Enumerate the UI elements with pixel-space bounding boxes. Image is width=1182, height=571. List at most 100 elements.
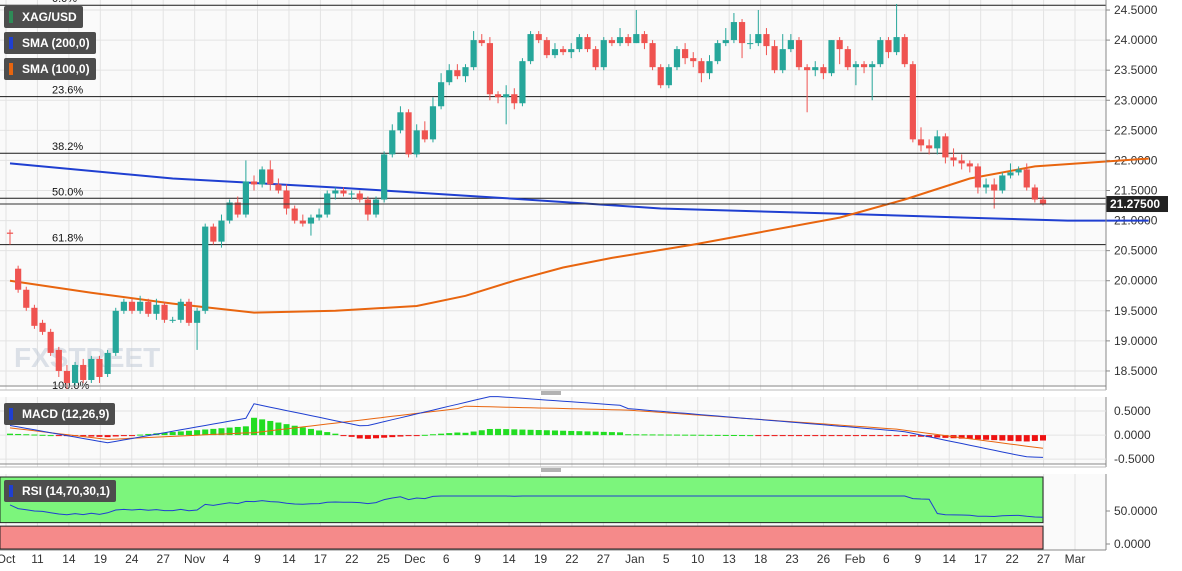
candle-body (616, 37, 624, 44)
candle-body (755, 34, 762, 44)
candle-body (39, 322, 46, 332)
macd-histogram-bar (478, 430, 485, 436)
macd-histogram-bar (787, 435, 794, 437)
macd-histogram-bar (592, 431, 599, 436)
panel-separator (0, 467, 1182, 474)
candle-body (991, 184, 998, 191)
candle-body (999, 175, 1006, 191)
macd-histogram-bar (259, 419, 266, 436)
macd-histogram-bar (340, 435, 347, 437)
candle-body (112, 310, 119, 353)
x-tick-label: 22 (1005, 552, 1019, 566)
candle-body (421, 130, 428, 140)
x-tick-label: 25 (377, 552, 391, 566)
legend-sma200[interactable]: SMA (200,0) (4, 32, 96, 54)
candle-body (950, 157, 957, 161)
macd-histogram-bar (1023, 435, 1030, 442)
y-tick-label: 24.0000 (1114, 33, 1158, 47)
x-tick-label: Nov (184, 552, 205, 566)
candle-body (1007, 172, 1014, 176)
last-price-badge (1106, 196, 1168, 213)
candle-body (535, 34, 542, 41)
macd-histogram-bar (755, 435, 762, 437)
x-tick-label: 10 (691, 552, 705, 566)
rsi-tick-label: 0.0000 (1114, 537, 1151, 551)
macd-swatch (9, 408, 13, 420)
candle-body (917, 139, 925, 146)
x-tick-label: Dec (404, 552, 425, 566)
macd-histogram-bar (397, 435, 404, 437)
candle-body (1039, 199, 1047, 205)
macd-panel-label[interactable]: MACD (12,26,9) (4, 403, 116, 425)
macd-histogram-bar (714, 434, 721, 436)
macd-histogram-bar (617, 432, 624, 436)
candle-body (519, 61, 526, 104)
candle-body (120, 301, 127, 311)
macd-histogram-bar (820, 435, 827, 437)
macd-histogram-bar (633, 434, 640, 436)
candle-body (250, 181, 258, 185)
candle-body (397, 112, 404, 131)
macd-histogram-bar (844, 435, 851, 437)
macd-histogram-bar (169, 432, 176, 436)
candle-body (909, 64, 916, 140)
panel-separator (0, 390, 1182, 397)
candle-body (389, 130, 396, 155)
macd-histogram-bar (560, 430, 567, 436)
macd-histogram-bar (413, 435, 420, 437)
macd-histogram-bar (543, 430, 550, 436)
macd-histogram-bar (194, 430, 201, 436)
macd-histogram-bar (600, 431, 607, 436)
candle-body (218, 220, 225, 242)
candle-body (88, 358, 95, 380)
macd-histogram-bar (722, 434, 729, 436)
macd-tick-label: 0.0000 (1114, 428, 1151, 442)
x-tick-label: 27 (1037, 552, 1051, 566)
rsi-panel-label[interactable]: RSI (14,70,30,1) (4, 480, 117, 502)
rsi-label-text: RSI (14,70,30,1) (22, 484, 111, 498)
candle-body (15, 268, 22, 290)
macd-histogram-bar (7, 433, 13, 436)
x-tick-label: 9 (254, 552, 261, 566)
macd-histogram-bar (283, 424, 290, 436)
candle-body (429, 106, 437, 140)
macd-histogram-bar (917, 435, 924, 437)
candle-body (690, 58, 697, 62)
candle-body (551, 49, 559, 56)
sma100-line (9, 157, 1149, 314)
macd-histogram-bar (852, 435, 859, 437)
x-tick-label: 17 (974, 552, 988, 566)
macd-label-text: MACD (12,26,9) (22, 407, 110, 421)
macd-histogram-bar (519, 429, 526, 436)
candle-body (804, 67, 811, 71)
candle-body (185, 301, 193, 323)
y-tick-label: 18.5000 (1114, 364, 1158, 378)
x-tick-label: 24 (125, 552, 139, 566)
macd-histogram-bar (324, 432, 331, 436)
macd-histogram-bar (31, 434, 38, 436)
candle-body (405, 112, 412, 155)
candle-body (543, 40, 550, 56)
candle-body (568, 49, 575, 53)
macd-histogram-bar (161, 432, 168, 436)
x-tick-label: 6 (883, 552, 890, 566)
macd-histogram-bar (495, 428, 502, 436)
macd-histogram-bar (926, 435, 933, 438)
macd-histogram-bar (527, 429, 534, 436)
macd-histogram-bar (511, 429, 518, 436)
macd-histogram-bar (185, 430, 192, 436)
macd-histogram-bar (88, 435, 95, 437)
x-tick-label: 17 (314, 552, 328, 566)
macd-histogram-bar (584, 431, 591, 436)
macd-histogram-bar (739, 435, 746, 437)
macd-histogram-bar (999, 435, 1006, 441)
legend-symbol[interactable]: XAG/USD (4, 6, 83, 28)
macd-histogram-bar (869, 435, 876, 437)
candle-body (275, 184, 282, 191)
legend-sma100[interactable]: SMA (100,0) (4, 58, 96, 80)
y-tick-label: 20.0000 (1114, 274, 1158, 288)
y-tick-label: 23.0000 (1114, 93, 1158, 107)
macd-histogram-bar (462, 432, 469, 436)
macd-histogram-bar (909, 435, 916, 437)
